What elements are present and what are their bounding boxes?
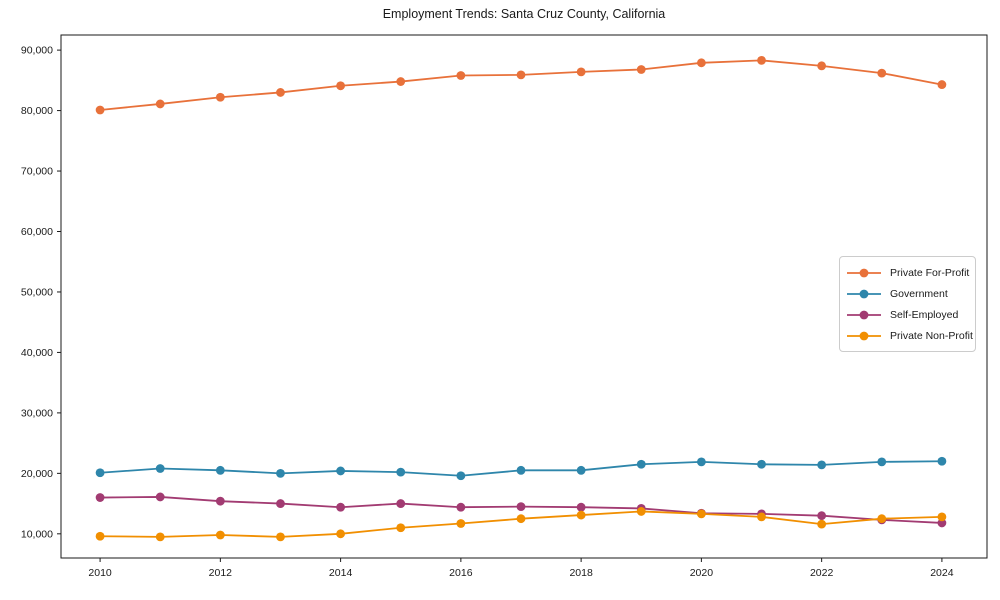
data-point-government <box>576 465 586 475</box>
data-point-private-for-profit <box>95 105 105 115</box>
data-point-private-for-profit <box>817 61 827 71</box>
data-point-government <box>336 466 346 476</box>
data-point-self-employed <box>516 502 526 512</box>
legend-label: Private Non-Profit <box>890 329 973 342</box>
data-point-private-non-profit <box>396 523 406 533</box>
data-point-self-employed <box>276 499 285 508</box>
data-point-self-employed <box>456 502 466 512</box>
x-tick-label: 2016 <box>449 567 473 579</box>
data-point-private-non-profit <box>817 519 827 529</box>
data-point-private-non-profit <box>937 512 947 522</box>
legend-item-private-non-profit: Private Non-Profit <box>846 325 975 346</box>
data-point-government <box>937 456 947 466</box>
legend-label: Private For-Profit <box>890 266 970 279</box>
data-point-private-for-profit <box>456 71 466 80</box>
legend-marker-icon <box>847 268 881 277</box>
x-tick-label: 2018 <box>569 567 593 579</box>
data-point-private-non-profit <box>276 532 285 542</box>
data-point-self-employed <box>396 499 406 508</box>
data-point-private-non-profit <box>95 531 105 541</box>
data-point-self-employed <box>576 502 586 512</box>
legend-item-self-employed: Self-Employed <box>846 304 975 325</box>
x-tick-label: 2022 <box>810 567 834 579</box>
data-point-government <box>696 457 706 467</box>
data-point-private-for-profit <box>396 77 406 86</box>
data-point-government <box>215 465 225 475</box>
data-point-private-non-profit <box>155 532 165 542</box>
x-tick-label: 2020 <box>690 567 714 579</box>
data-point-self-employed <box>155 492 165 502</box>
data-point-private-non-profit <box>516 514 526 524</box>
data-point-self-employed <box>95 493 105 502</box>
series-line-private-for-profit <box>99 59 943 111</box>
data-point-private-non-profit <box>636 507 646 516</box>
data-point-private-non-profit <box>215 530 225 540</box>
data-point-private-non-profit <box>877 514 887 524</box>
data-point-government <box>817 460 827 470</box>
data-point-government <box>276 468 285 478</box>
legend-label: Government <box>890 287 948 300</box>
data-point-private-for-profit <box>636 65 646 74</box>
data-point-private-for-profit <box>877 68 887 78</box>
data-point-government <box>516 465 526 475</box>
y-tick-label: 10,000 <box>21 528 53 540</box>
data-point-government <box>757 459 766 469</box>
legend-label: Self-Employed <box>890 308 959 321</box>
data-point-government <box>877 457 887 467</box>
data-point-private-non-profit <box>336 529 346 539</box>
data-point-private-non-profit <box>757 512 766 522</box>
legend-item-government: Government <box>846 283 975 304</box>
data-point-private-non-profit <box>576 510 586 520</box>
data-point-government <box>155 464 165 473</box>
chart-title: Employment Trends: Santa Cruz County, Ca… <box>382 7 666 21</box>
data-point-private-for-profit <box>276 88 285 97</box>
y-tick-label: 80,000 <box>21 105 53 117</box>
legend: Private For-Profit Government Self-Employe… <box>839 256 976 352</box>
data-point-private-for-profit <box>155 99 165 109</box>
legend-marker-icon <box>847 289 881 298</box>
data-point-private-for-profit <box>336 81 346 91</box>
data-point-government <box>456 471 466 481</box>
x-tick-label: 2010 <box>88 567 112 579</box>
plot-spines <box>60 34 988 559</box>
data-point-self-employed <box>336 502 346 512</box>
data-point-self-employed <box>215 496 225 506</box>
y-tick-label: 40,000 <box>21 347 53 359</box>
data-point-government <box>636 459 646 469</box>
x-tick-label: 2014 <box>329 567 353 579</box>
legend-item-private-for-profit: Private For-Profit <box>846 262 975 283</box>
data-point-private-non-profit <box>456 519 466 528</box>
x-tick-label: 2012 <box>209 567 233 579</box>
y-tick-label: 30,000 <box>21 407 53 419</box>
data-point-private-for-profit <box>576 67 586 77</box>
legend-marker-icon <box>847 310 881 319</box>
x-tick-label: 2024 <box>930 567 954 579</box>
data-point-private-for-profit <box>937 80 947 89</box>
data-point-private-for-profit <box>757 55 766 65</box>
y-tick-label: 50,000 <box>21 286 53 298</box>
data-point-private-non-profit <box>696 509 706 519</box>
data-point-government <box>396 467 406 477</box>
y-tick-label: 70,000 <box>21 166 53 178</box>
y-tick-label: 60,000 <box>21 226 53 238</box>
data-point-government <box>95 468 105 478</box>
data-point-private-for-profit <box>215 92 225 102</box>
data-point-private-for-profit <box>516 70 526 80</box>
legend-marker-icon <box>847 331 881 340</box>
data-point-self-employed <box>937 518 947 528</box>
data-point-private-for-profit <box>696 58 706 68</box>
y-tick-label: 20,000 <box>21 468 53 480</box>
y-tick-label: 90,000 <box>21 45 53 57</box>
data-point-self-employed <box>817 511 827 521</box>
